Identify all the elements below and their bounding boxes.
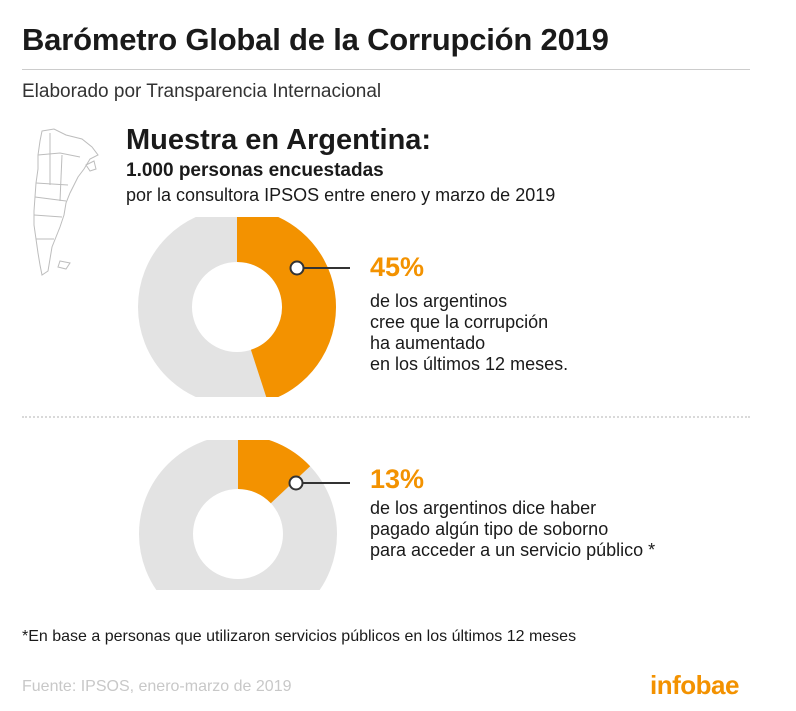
desc-line: de los argentinos dice haber <box>370 498 597 518</box>
desc-line: para acceder a un servicio público * <box>370 540 656 560</box>
desc-line: pagado algún tipo de soborno <box>370 519 609 539</box>
stat-value-13: 13% <box>370 464 425 494</box>
sample-detail: por la consultora IPSOS entre enero y ma… <box>126 185 556 205</box>
section-divider <box>22 416 750 418</box>
argentina-map-icon <box>33 128 99 276</box>
donut-chart-corruption-increase <box>138 217 350 397</box>
desc-line: en los últimos 12 meses. <box>370 354 569 374</box>
stat-description-2: de los argentinos dice haber pagado algú… <box>370 498 655 561</box>
page-subtitle: Elaborado por Transparencia Internaciona… <box>22 81 382 102</box>
footnote: *En base a personas que utilizaron servi… <box>22 628 577 645</box>
infobae-logo: infobae <box>650 670 739 700</box>
page-title: Barómetro Global de la Corrupción 2019 <box>22 22 609 57</box>
callout-dot <box>289 260 305 276</box>
desc-line: cree que la corrupción <box>370 312 549 332</box>
title-rule <box>22 69 750 70</box>
donut-slice-45 <box>235 217 336 397</box>
donut-chart-bribery <box>139 440 350 590</box>
source-credit: Fuente: IPSOS, enero-marzo de 2019 <box>22 678 292 695</box>
desc-line: de los argentinos <box>370 291 508 311</box>
stat-value-45: 45% <box>370 252 425 282</box>
desc-line: ha aumentado <box>370 333 486 353</box>
stat-description-1: de los argentinos cree que la corrupción… <box>370 291 568 375</box>
sample-heading: Muestra en Argentina: <box>126 124 432 156</box>
donut-slice-13 <box>236 440 311 505</box>
callout-dot <box>288 475 304 491</box>
sample-count: 1.000 personas encuestadas <box>126 160 384 181</box>
